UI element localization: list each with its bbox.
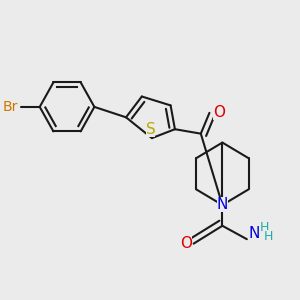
Text: Br: Br bbox=[3, 100, 18, 114]
Text: O: O bbox=[180, 236, 192, 251]
Text: H: H bbox=[264, 230, 273, 243]
Text: H: H bbox=[260, 221, 269, 234]
Text: N: N bbox=[217, 197, 228, 212]
Text: O: O bbox=[213, 105, 225, 120]
Text: S: S bbox=[146, 122, 155, 137]
Text: N: N bbox=[248, 226, 260, 241]
